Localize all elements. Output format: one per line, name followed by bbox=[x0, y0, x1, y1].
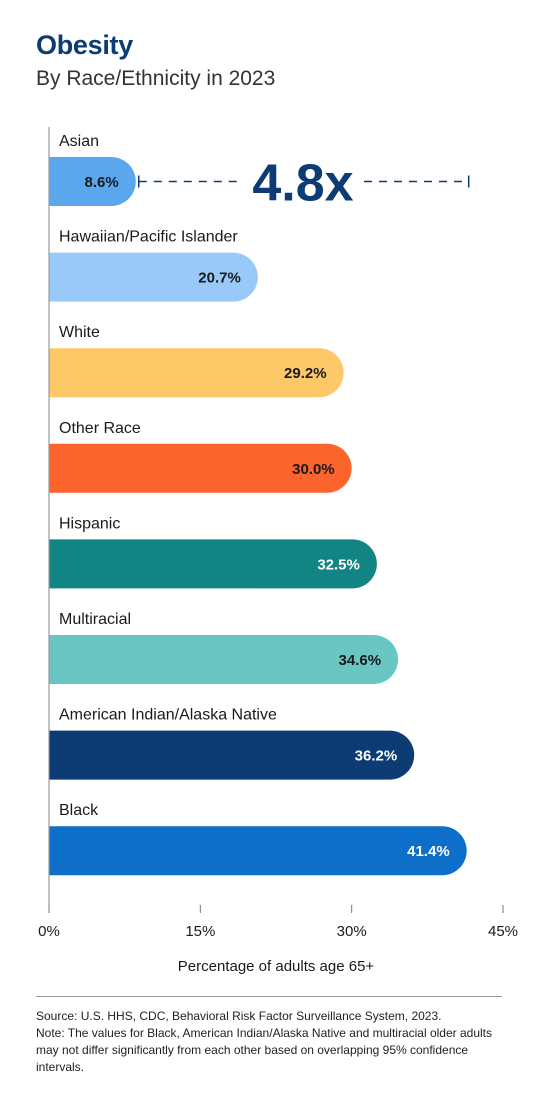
bars-group: Asian 8.6% Hawaiian/Pacific Islander 20.7% W… bbox=[49, 133, 467, 876]
bar bbox=[49, 252, 258, 302]
category-label: Asian bbox=[59, 133, 99, 150]
x-tick-label: 0% bbox=[38, 923, 60, 940]
bar-value-label: 20.7% bbox=[198, 270, 241, 287]
x-tick-label: 45% bbox=[488, 923, 518, 940]
bar-value-label: 8.6% bbox=[85, 174, 119, 191]
category-label: Other Race bbox=[59, 420, 141, 437]
x-tick-label: 30% bbox=[337, 923, 367, 940]
footer-divider bbox=[36, 996, 502, 997]
bar-value-label: 34.6% bbox=[339, 652, 382, 669]
bar-value-label: 36.2% bbox=[355, 748, 398, 765]
bar bbox=[49, 730, 415, 780]
bar bbox=[49, 348, 344, 398]
category-label: Hispanic bbox=[59, 515, 120, 532]
bar bbox=[49, 443, 352, 493]
bar bbox=[49, 157, 136, 206]
bar-value-label: 41.4% bbox=[407, 843, 450, 860]
x-axis-title: Percentage of adults age 65+ bbox=[178, 958, 375, 975]
ratio-annotation: 4.8x bbox=[252, 155, 353, 213]
chart-title: Obesity bbox=[36, 30, 133, 60]
bar-value-label: 29.2% bbox=[284, 365, 327, 382]
bar bbox=[49, 826, 467, 876]
x-tick-label: 15% bbox=[185, 923, 215, 940]
bar bbox=[49, 635, 399, 684]
source-note: Source: U.S. HHS, CDC, Behavioral Risk F… bbox=[36, 1009, 442, 1023]
category-label: White bbox=[59, 324, 100, 341]
category-label: Multiracial bbox=[59, 611, 131, 628]
bar bbox=[49, 539, 377, 589]
x-axis: 0% 15% 30% 45% bbox=[38, 905, 518, 940]
footnote: Note: The values for Black, American Ind… bbox=[36, 1026, 493, 1074]
bar-chart: Asian 8.6% Hawaiian/Pacific Islander 20.7% W… bbox=[38, 127, 518, 975]
category-label: Black bbox=[59, 802, 99, 819]
chart-subtitle: By Race/Ethnicity in 2023 bbox=[36, 67, 276, 90]
bar-value-label: 30.0% bbox=[292, 461, 335, 478]
bar-value-label: 32.5% bbox=[317, 556, 360, 573]
annotation-group: 4.8x bbox=[138, 155, 470, 213]
category-label: Hawaiian/Pacific Islander bbox=[59, 229, 238, 246]
category-label: American Indian/Alaska Native bbox=[59, 707, 277, 724]
